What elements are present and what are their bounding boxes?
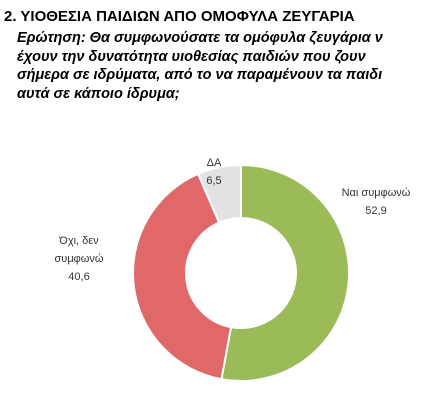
slice-label: Ναι συμφωνώ 52,9 xyxy=(316,184,436,220)
slice xyxy=(196,163,242,224)
category-label: Ναι συμφωνώ xyxy=(341,187,411,199)
value-label: 6,5 xyxy=(206,175,222,187)
subtitle-line: αυτά σε κάποιο ίδρυμα; xyxy=(17,85,180,102)
subtitle-line: έχουν την δυνατότητα υιοθεσίας παιδιών π… xyxy=(17,48,366,65)
subtitle-line: σήμερα σε ιδρύματα, από το να παραμένουν… xyxy=(17,67,383,83)
chart-title: 2. ΥΙΟΘΕΣΙΑ ΠΑΙΔΙΩΝ ΑΠΟ ΟΜΟΦΥΛΑ ΖΕΥΓΑΡΙΑ xyxy=(4,8,355,25)
category-label: ΔΑ xyxy=(206,157,222,169)
subtitle: Ερώτηση: Θα συμφωνούσατε τα ομόφυλα ζευγ… xyxy=(17,29,383,103)
slice-label: ΔΑ 6,5 xyxy=(194,154,234,190)
slice xyxy=(220,163,350,382)
slice-label: Όχι, δεν συμφωνώ 40,6 xyxy=(44,232,114,286)
slice xyxy=(132,172,233,381)
category-label: Όχι, δεν συμφωνώ xyxy=(54,235,104,265)
value-label: 52,9 xyxy=(365,205,387,217)
value-label: 40,6 xyxy=(68,271,90,283)
subtitle-line: Ερώτηση: Θα συμφωνούσατε τα ομόφυλα ζευγ… xyxy=(17,30,383,46)
